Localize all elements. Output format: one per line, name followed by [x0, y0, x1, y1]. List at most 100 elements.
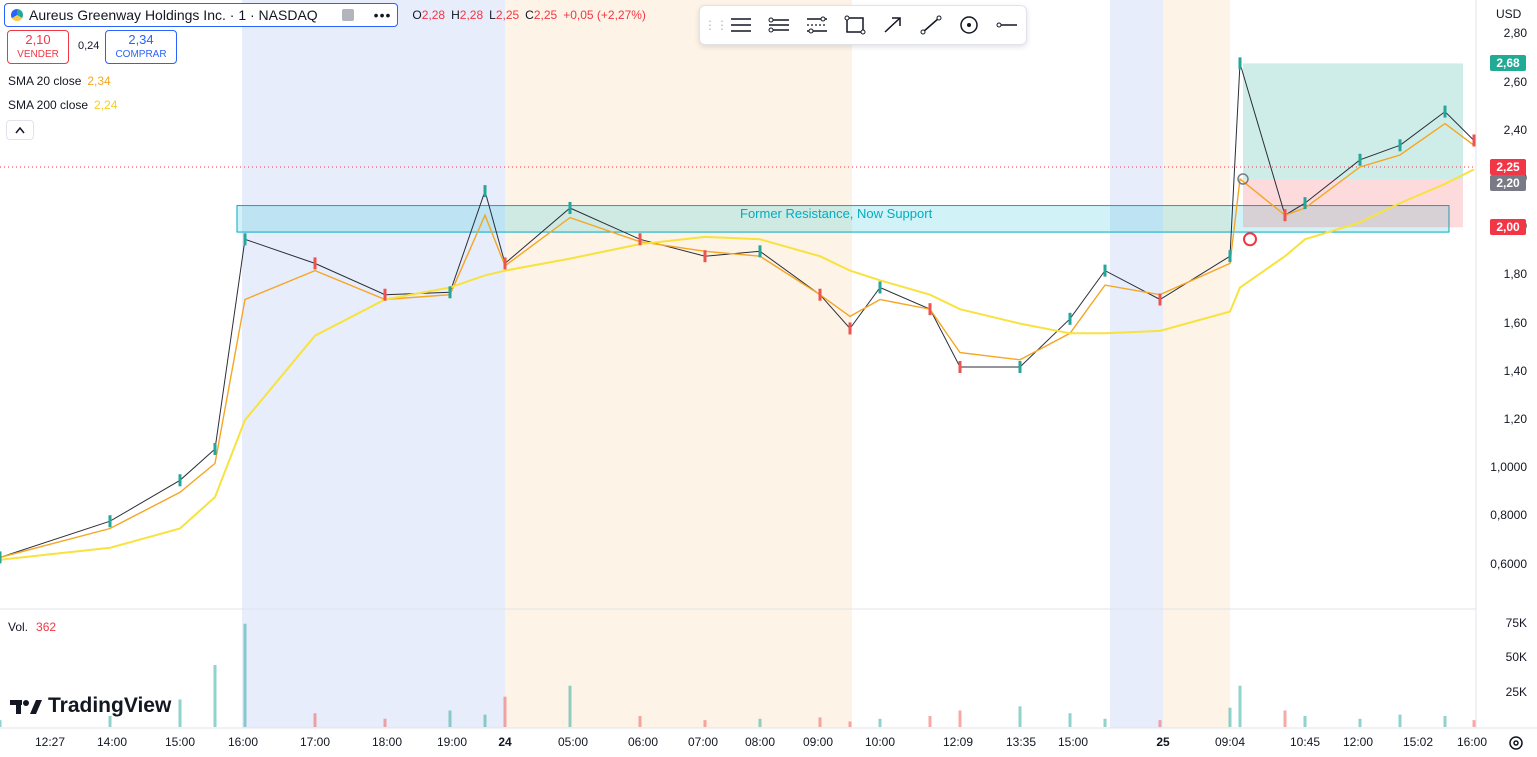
price-point — [818, 288, 822, 301]
horizontal-ray-icon[interactable] — [988, 6, 1026, 44]
price-point — [638, 233, 642, 246]
price-point — [213, 442, 217, 455]
volume-bar — [928, 715, 932, 727]
price-axis-label: 2,40 — [1503, 122, 1527, 137]
ray-lines-icon[interactable] — [760, 6, 798, 44]
position-profit-area[interactable] — [1243, 63, 1463, 180]
volume-bar — [503, 696, 507, 727]
buy-button[interactable]: 2,34 COMPRAR — [105, 30, 177, 64]
indicator-sma20[interactable]: SMA 20 close 2,34 — [8, 74, 111, 88]
time-axis-label: 25 — [1156, 735, 1170, 749]
price-point — [1398, 139, 1402, 152]
time-axis-label: 12:00 — [1342, 735, 1374, 749]
price-point — [1158, 293, 1162, 306]
price-point — [503, 257, 507, 270]
collapse-legend-button[interactable] — [6, 120, 34, 140]
volume-bar — [213, 665, 217, 727]
time-axis-label: 15:02 — [1402, 735, 1434, 749]
current-price-tag: 2,25 — [1490, 159, 1526, 175]
symbol-title: Aureus Greenway Holdings Inc. · 1 · NASD… — [29, 7, 318, 23]
volume-bar — [848, 721, 852, 727]
more-icon[interactable]: ••• — [373, 7, 392, 23]
sell-price: 2,10 — [25, 32, 51, 47]
volume-bar — [878, 718, 882, 727]
price-point — [1443, 105, 1447, 118]
price-point — [313, 257, 317, 270]
price-point — [928, 303, 932, 316]
volume-bar — [313, 713, 317, 727]
time-axis-label: 16:00 — [227, 735, 259, 749]
horizontal-lines-icon[interactable] — [722, 6, 760, 44]
trend-line-icon[interactable] — [912, 6, 950, 44]
volume-bar — [1358, 718, 1362, 727]
time-axis-label: 17:00 — [299, 735, 331, 749]
price-point — [383, 288, 387, 301]
company-logo-icon — [11, 9, 23, 21]
time-axis-label: 24 — [498, 735, 512, 749]
volume-bar — [1018, 706, 1022, 727]
volume-bar — [1228, 707, 1232, 727]
time-axis-label: 07:00 — [687, 735, 719, 749]
price-point — [703, 250, 707, 263]
time-axis-label: 15:00 — [164, 735, 196, 749]
time-axis-label: 15:00 — [1057, 735, 1089, 749]
price-point — [1018, 361, 1022, 374]
stop-marker[interactable] — [1243, 232, 1257, 247]
support-zone[interactable] — [236, 205, 1450, 233]
volume-bar — [108, 715, 112, 727]
arrow-icon[interactable] — [874, 6, 912, 44]
symbol-selector[interactable]: Aureus Greenway Holdings Inc. · 1 · NASD… — [4, 3, 399, 27]
volume-bar — [448, 710, 452, 727]
settings-icon[interactable] — [1508, 735, 1524, 756]
time-axis-label: 12:09 — [942, 735, 974, 749]
volume-bar — [758, 718, 762, 727]
parallel-channel-icon[interactable] — [798, 6, 836, 44]
spread-value: 0,24 — [78, 40, 100, 52]
price-point — [483, 185, 487, 198]
volume-bar — [1158, 720, 1162, 727]
volume-bar — [1303, 715, 1307, 727]
position-loss-area[interactable] — [1243, 179, 1463, 228]
indicator-sma200[interactable]: SMA 200 close 2,24 — [8, 98, 118, 112]
price-axis-label: 1,20 — [1503, 412, 1527, 427]
session-band-premarket-2 — [1110, 0, 1163, 728]
time-axis-label: 09:04 — [1214, 735, 1246, 749]
drag-handle-icon[interactable]: ⋮⋮ — [704, 18, 728, 32]
sell-button[interactable]: 2,10 VENDER — [7, 30, 69, 64]
time-axis-label: 13:35 — [1005, 735, 1037, 749]
price-point — [568, 201, 572, 214]
session-band-extended-2 — [1163, 0, 1230, 728]
target-price-tag: 2,68 — [1490, 55, 1526, 72]
tradingview-logo[interactable]: TradingView — [10, 694, 171, 718]
time-axis-label: 08:00 — [744, 735, 776, 749]
volume-legend[interactable]: Vol. 362 — [8, 620, 57, 634]
volume-bar — [483, 714, 487, 727]
entry-marker[interactable] — [1237, 173, 1249, 185]
price-change: +0,05 (+2,27%) — [563, 8, 646, 22]
price-axis-label: 0,8000 — [1490, 508, 1527, 523]
volume-axis-label: 25K — [1505, 684, 1527, 699]
time-axis-label: 14:00 — [96, 735, 128, 749]
price-point — [1238, 57, 1242, 70]
hide-icon[interactable] — [341, 9, 354, 21]
circle-icon[interactable] — [950, 6, 988, 44]
time-axis-label: 06:00 — [627, 735, 659, 749]
time-axis-label: 10:45 — [1289, 735, 1321, 749]
sell-label: VENDER — [17, 49, 59, 60]
time-axis-label: 05:00 — [557, 735, 589, 749]
rectangle-icon[interactable] — [836, 6, 874, 44]
volume-bar — [1068, 713, 1072, 727]
zone-label[interactable]: Former Resistance, Now Support — [740, 206, 933, 221]
currency-selector[interactable]: USD — [1496, 7, 1522, 21]
buy-label: COMPRAR — [115, 49, 167, 60]
time-axis-label: 16:00 — [1456, 735, 1488, 749]
price-axis-label: 1,60 — [1503, 315, 1527, 330]
price-point — [1472, 134, 1476, 147]
price-point — [848, 322, 852, 335]
time-axis-label: 19:00 — [436, 735, 468, 749]
volume-axis-label: 75K — [1505, 615, 1527, 630]
volume-bar — [568, 685, 572, 727]
drawing-toolbar: ⋮⋮ — [699, 5, 1027, 45]
chevron-up-icon — [15, 126, 25, 134]
